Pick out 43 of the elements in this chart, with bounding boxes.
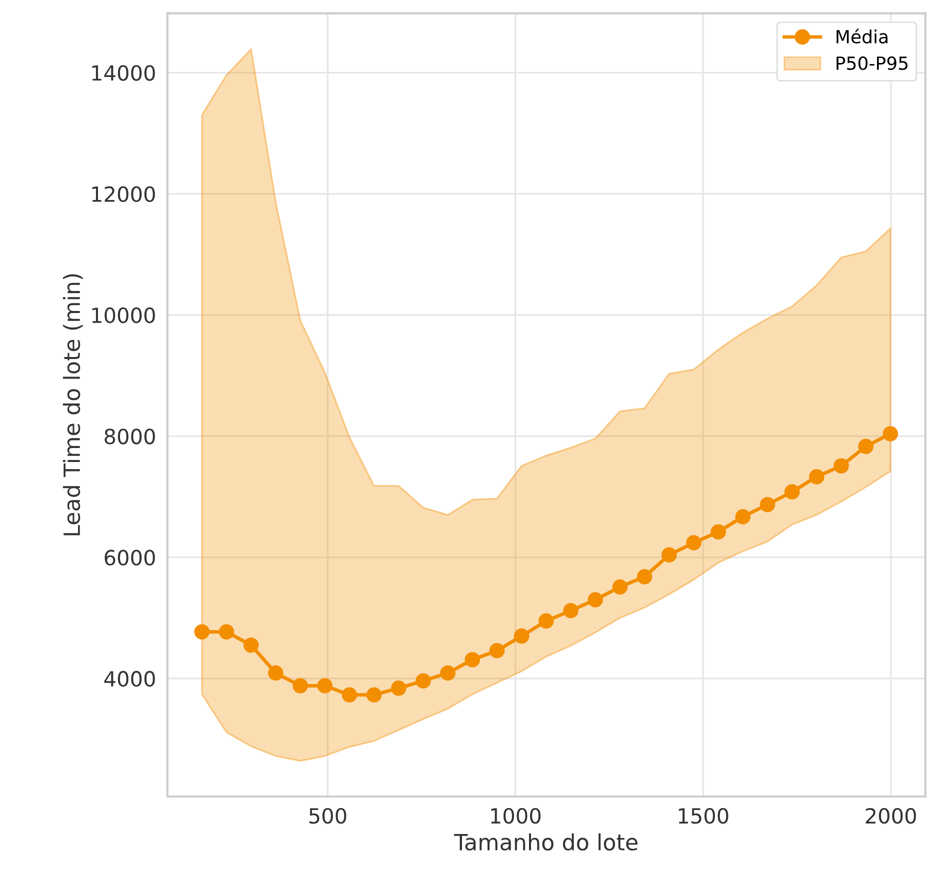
point <box>588 592 604 608</box>
point <box>514 628 530 644</box>
point <box>292 678 308 694</box>
point <box>636 569 652 584</box>
point <box>760 496 776 512</box>
y-tick-label: 6000 <box>104 550 155 566</box>
point <box>612 579 628 595</box>
y-tick-label: 10000 <box>92 307 155 324</box>
x-tick-label: 1000 <box>491 808 541 824</box>
point <box>538 613 554 629</box>
annotation: P50-P95 <box>836 56 908 70</box>
y-tick-label: 14000 <box>92 65 155 81</box>
legend-label: Média <box>836 28 888 44</box>
point <box>809 469 824 484</box>
point <box>882 426 898 442</box>
point <box>416 673 431 689</box>
point <box>342 687 358 702</box>
y-tick-label: 8000 <box>104 428 155 444</box>
x-tick-label: 1500 <box>678 808 728 824</box>
x-tick-label: 2000 <box>866 808 916 824</box>
point <box>735 509 751 524</box>
point <box>268 665 284 681</box>
y-tick-label: 12000 <box>92 186 155 202</box>
point <box>661 547 677 563</box>
point <box>194 624 210 640</box>
point <box>366 687 382 702</box>
point <box>563 602 578 618</box>
point <box>834 458 849 474</box>
y-tick-label: 4000 <box>104 670 155 687</box>
point <box>710 524 726 540</box>
x-tick-label: 500 <box>309 808 346 824</box>
point <box>218 624 234 640</box>
point <box>317 678 333 694</box>
x-axis-title: Tamanho do lote <box>454 833 638 851</box>
point <box>686 535 702 550</box>
point <box>858 438 874 454</box>
point <box>243 638 259 653</box>
point <box>391 680 406 696</box>
point <box>464 652 480 668</box>
point <box>440 665 456 681</box>
y-axis-title: Lead Time do lote (min) <box>62 274 83 536</box>
point <box>784 484 800 500</box>
point <box>489 642 505 658</box>
